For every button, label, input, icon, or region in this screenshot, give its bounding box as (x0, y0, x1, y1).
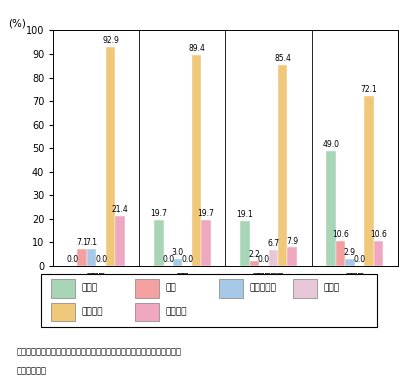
Text: 新聞: 新聞 (165, 284, 176, 293)
Text: 0.0: 0.0 (353, 255, 364, 264)
Text: ラジオ: ラジオ (323, 284, 339, 293)
Text: 0.0: 0.0 (257, 255, 269, 264)
Text: 雑誌・書籍: 雑誌・書籍 (249, 284, 276, 293)
Bar (191, 55, 201, 266)
Text: 7.1: 7.1 (85, 238, 97, 247)
FancyBboxPatch shape (135, 303, 158, 321)
Bar (115, 215, 124, 266)
Text: 72.1: 72.1 (360, 85, 376, 94)
Text: 調査研究」: 調査研究」 (16, 367, 46, 376)
Text: 携帯電話: 携帯電話 (165, 308, 187, 317)
X-axis label: 利用頻度が減少したメディア: 利用頻度が減少したメディア (184, 287, 265, 296)
Bar (335, 241, 344, 266)
Text: 0.0: 0.0 (66, 255, 79, 264)
Text: 2.9: 2.9 (343, 248, 355, 257)
Bar (87, 249, 96, 266)
Bar (287, 247, 296, 266)
Text: 85.4: 85.4 (274, 54, 290, 63)
Bar (344, 259, 354, 266)
Bar (373, 241, 382, 266)
Bar (268, 250, 277, 266)
Text: （出典）「ユビキタスネット社会における情報接触及び消費行動に関する: （出典）「ユビキタスネット社会における情報接触及び消費行動に関する (16, 348, 181, 357)
Bar (363, 96, 373, 266)
FancyBboxPatch shape (135, 279, 158, 298)
Text: 3.0: 3.0 (171, 248, 183, 257)
Bar (201, 220, 210, 266)
Text: 0.0: 0.0 (181, 255, 193, 264)
Text: 7.1: 7.1 (76, 238, 88, 247)
Text: パソコン: パソコン (81, 308, 103, 317)
Text: 92.9: 92.9 (102, 36, 119, 45)
Bar (106, 47, 115, 266)
Text: 19.7: 19.7 (197, 209, 214, 218)
Text: 19.1: 19.1 (236, 210, 253, 219)
Text: 7.9: 7.9 (285, 236, 298, 245)
FancyBboxPatch shape (51, 279, 74, 298)
Text: (%): (%) (9, 18, 26, 28)
FancyBboxPatch shape (41, 274, 376, 327)
FancyBboxPatch shape (219, 279, 242, 298)
Text: 10.6: 10.6 (331, 230, 348, 239)
FancyBboxPatch shape (51, 303, 74, 321)
Text: 0.0: 0.0 (95, 255, 107, 264)
Bar (240, 221, 249, 266)
Bar (77, 249, 87, 266)
Text: 19.7: 19.7 (150, 209, 167, 218)
Bar (326, 150, 335, 266)
Bar (173, 259, 182, 266)
Text: 89.4: 89.4 (188, 44, 204, 54)
Text: 10.6: 10.6 (369, 230, 386, 239)
Text: テレビ: テレビ (81, 284, 97, 293)
Text: 49.0: 49.0 (322, 140, 339, 149)
Bar (249, 261, 258, 266)
Text: 21.4: 21.4 (111, 205, 128, 214)
Bar (154, 220, 163, 266)
Bar (277, 65, 287, 266)
Text: 6.7: 6.7 (267, 239, 279, 249)
Text: 2.2: 2.2 (248, 250, 260, 259)
FancyBboxPatch shape (292, 279, 316, 298)
Text: 0.0: 0.0 (162, 255, 174, 264)
